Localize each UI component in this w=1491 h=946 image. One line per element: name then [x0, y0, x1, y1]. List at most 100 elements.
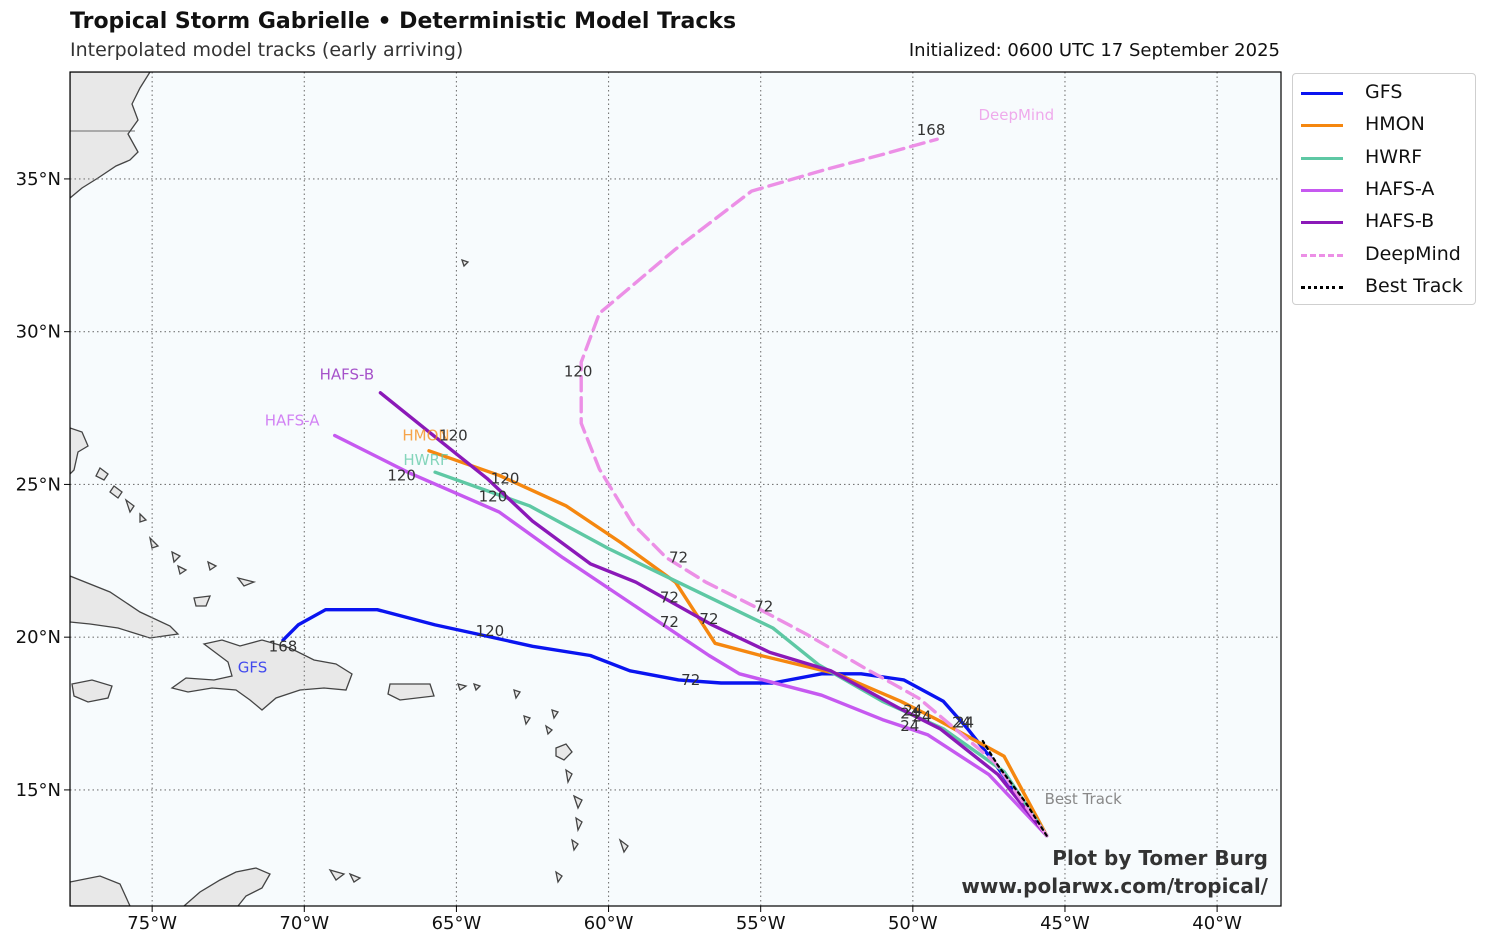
hour-label-hafs-a: 72: [660, 613, 679, 631]
land-bahamas-2: [109, 485, 123, 499]
axis-ticks: 75°W 70°W 65°W 60°W 55°W 50°W 45°W 40°W 15°N 20°N…: [16, 169, 1243, 934]
land-barbuda: [523, 715, 532, 726]
legend-swatch-gfs: [1301, 92, 1343, 95]
x-tick-label: 70°W: [279, 913, 329, 934]
land-bahamas-8: [207, 560, 218, 572]
track-name-label-deepmind: DeepMind: [978, 106, 1054, 124]
hour-label-gfs: 24: [952, 714, 971, 732]
x-tick-label: 50°W: [888, 913, 938, 934]
land-virgin-islands: [457, 683, 468, 692]
track-best-track: [981, 739, 1048, 837]
y-tick-label: 20°N: [16, 627, 61, 648]
land-bahamas-1: [95, 467, 109, 481]
land-martinique: [572, 794, 583, 810]
land-dominica: [565, 768, 573, 785]
land-st-vincent: [571, 838, 579, 852]
x-tick-label: 60°W: [584, 913, 634, 934]
chart-title: Tropical Storm Gabrielle • Deterministic…: [70, 9, 737, 34]
chart-subtitle: Interpolated model tracks (early arrivin…: [70, 39, 464, 61]
track-name-label-hafs-b: HAFS-B: [320, 365, 375, 383]
hour-label-deepmind: 168: [917, 121, 946, 139]
legend-item-hafs-a: HAFS-A: [1293, 173, 1477, 205]
hour-label-gfs: 72: [681, 671, 700, 689]
hour-label-hmon: 120: [491, 469, 520, 487]
plot-frame: [69, 71, 1282, 907]
land-florida-edge: [70, 427, 89, 475]
ocean-background: [70, 72, 1281, 906]
land-bahamas-7: [177, 564, 188, 576]
land-st-kitts: [544, 724, 554, 736]
land-us-east-coast: [70, 72, 151, 199]
track-name-label-gfs: GFS: [238, 659, 268, 677]
land-layer: [70, 72, 629, 906]
land-guadeloupe: [555, 743, 573, 761]
legend-item-best-track: Best Track: [1293, 270, 1477, 302]
legend-label-hmon: HMON: [1365, 113, 1425, 136]
land-bahamas-6: [171, 550, 182, 564]
legend: GFS HMON HWRF HAFS-A HAFS-B DeepMind Best Trac…: [1292, 73, 1476, 305]
track-hafs-b: [378, 391, 1049, 838]
legend-label-hwrf: HWRF: [1365, 145, 1423, 168]
legend-item-gfs: GFS: [1293, 76, 1477, 108]
legend-label-hafs-b: HAFS-B: [1365, 210, 1435, 233]
y-tick-label: 25°N: [16, 474, 61, 495]
track-labels: 2472120168GFS2472120HMON2472120HWRF24721…: [238, 106, 1122, 808]
hour-label-hafs-a: 24: [900, 717, 919, 735]
x-tick-label: 75°W: [127, 913, 177, 934]
hour-label-hwrf: 24: [903, 701, 922, 719]
hour-label-hafs-b: 72: [660, 588, 679, 606]
hour-label-hmon: 24: [900, 705, 919, 723]
hour-label-hafs-b: 120: [439, 427, 468, 445]
land-grenada: [555, 870, 563, 884]
y-tick-label: 30°N: [16, 322, 61, 343]
legend-item-deepmind: DeepMind: [1293, 238, 1477, 270]
land-antigua: [551, 709, 560, 720]
land-st-lucia: [575, 816, 583, 833]
track-name-label-hwrf: HWRF: [403, 451, 448, 469]
hour-label-hwrf: 72: [754, 598, 773, 616]
hour-label-deepmind: 72: [669, 549, 688, 567]
credit-line-2: www.polarwx.com/tropical/: [961, 874, 1268, 898]
hour-label-hmon: 72: [699, 610, 718, 628]
x-tick-label: 40°W: [1192, 913, 1242, 934]
track-hmon: [427, 449, 1049, 838]
land-jamaica: [71, 679, 113, 703]
land-anguilla: [513, 689, 522, 700]
track-name-label-hafs-a: HAFS-A: [265, 411, 321, 429]
x-tick-label: 45°W: [1040, 913, 1090, 934]
hour-label-hafs-a: 120: [387, 466, 416, 484]
gridlines: [70, 72, 1281, 906]
initialized-time: Initialized: 0600 UTC 17 September 2025: [908, 40, 1280, 61]
legend-swatch-best-track: [1301, 285, 1343, 289]
track-deepmind: [579, 137, 1049, 838]
legend-label-deepmind: DeepMind: [1365, 242, 1461, 265]
land-virgin-islands-2: [472, 682, 482, 692]
land-colombia: [70, 875, 131, 906]
legend-swatch-hmon: [1301, 124, 1343, 128]
land-south-america: [183, 867, 271, 906]
land-hispaniola: [170, 639, 353, 711]
y-tick-label: 15°N: [16, 780, 61, 801]
legend-swatch-deepmind: [1301, 253, 1343, 257]
y-tick-label: 35°N: [16, 169, 61, 190]
hour-label-gfs: 168: [269, 637, 298, 655]
legend-item-hwrf: HWRF: [1293, 141, 1477, 173]
legend-label-hafs-a: HAFS-A: [1365, 177, 1435, 200]
land-aruba: [328, 868, 346, 881]
track-hwrf: [433, 470, 1049, 838]
track-name-label-hmon: HMON: [402, 427, 449, 445]
land-curacao: [348, 872, 362, 883]
hour-label-hwrf: 120: [479, 488, 508, 506]
hour-label-deepmind: 24: [955, 714, 974, 732]
legend-swatch-hafs-a: [1301, 188, 1343, 192]
track-name-label-best-track: Best Track: [1045, 790, 1123, 808]
hour-label-gfs: 120: [476, 622, 505, 640]
credit-line-1: Plot by Tomer Burg: [1052, 846, 1268, 870]
hour-label-hafs-b: 24: [912, 708, 931, 726]
legend-label-best-track: Best Track: [1365, 274, 1463, 297]
land-bahamas-4: [139, 512, 148, 523]
x-tick-label: 65°W: [432, 913, 482, 934]
tracks-layer: [281, 137, 1049, 838]
legend-item-hafs-b: HAFS-B: [1293, 205, 1477, 237]
